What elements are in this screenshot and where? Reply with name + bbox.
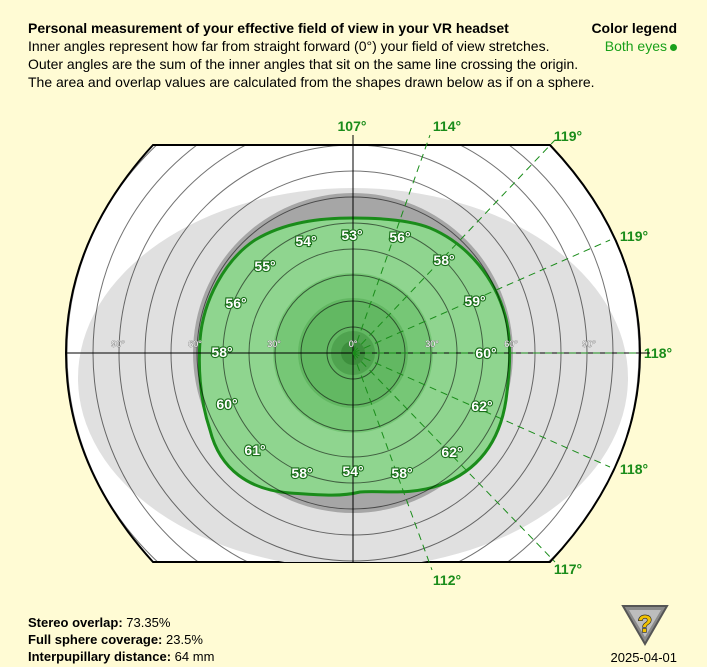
statistics-panel: Stereo overlap: 73.35% Full sphere cover… [28, 614, 214, 665]
outer-angle-label: 118° [620, 461, 648, 477]
ring-label-90-right: 90° [582, 339, 596, 349]
inner-angle-label: 53° [341, 227, 362, 243]
outer-angle-label: 119° [620, 228, 648, 244]
stat-value: 23.5% [166, 632, 203, 647]
ray-118-low [352, 352, 611, 468]
legend-dot-icon [670, 43, 677, 51]
outer-angle-label: 119° [554, 128, 582, 144]
color-legend: Color legend Both eyes [591, 19, 677, 55]
inner-angle-label: 54° [342, 463, 363, 479]
outer-angle-label: 107° [338, 118, 367, 134]
ring-label-60-right: 60° [504, 339, 518, 349]
outer-angle-label: 117° [554, 561, 582, 577]
sphere-coverage-stat: Full sphere coverage: 23.5% [28, 631, 214, 648]
outer-angle-label: 114° [433, 118, 461, 134]
inner-angle-label: 58° [391, 465, 412, 481]
inner-angle-label: 59° [464, 293, 485, 309]
inner-angle-label: 56° [389, 229, 410, 245]
inner-angle-label: 62° [471, 398, 492, 414]
stereo-overlap-stat: Stereo overlap: 73.35% [28, 614, 214, 631]
inner-angle-label: 60° [216, 396, 237, 412]
ray-112 [352, 352, 433, 571]
outer-angle-label: 118° [644, 345, 672, 361]
header: Personal measurement of your effective f… [28, 19, 688, 91]
inner-angle-label: 55° [254, 258, 275, 274]
ipd-stat: Interpupillary distance: 64 mm [28, 648, 214, 665]
inner-angle-label: 58° [291, 465, 312, 481]
stat-label: Full sphere coverage: [28, 632, 163, 647]
inner-angle-label: 60° [475, 345, 496, 361]
page-title: Personal measurement of your effective f… [28, 20, 509, 36]
inner-angle-label: 58° [433, 252, 454, 268]
legend-item-both-eyes: Both eyes [591, 37, 677, 55]
description-line-3: The area and overlap values are calculat… [28, 74, 595, 90]
ray-119-top [352, 139, 556, 354]
svg-text:?: ? [638, 611, 653, 638]
stat-label: Interpupillary distance: [28, 649, 172, 664]
description-line-2: Outer angles are the sum of the inner an… [28, 56, 579, 72]
inner-angle-label: 61° [244, 442, 265, 458]
date-label: 2025-04-01 [610, 650, 678, 665]
ring-label-30-right: 30° [425, 339, 439, 349]
stat-label: Stereo overlap: [28, 615, 123, 630]
outer-rays [352, 134, 640, 571]
outer-angle-label: 112° [433, 572, 461, 588]
ring-label-30-left: 30° [267, 339, 281, 349]
inner-angle-label: 58° [211, 344, 232, 360]
stat-value: 64 mm [174, 649, 215, 664]
legend-item-label: Both eyes [604, 38, 667, 54]
ring-label-90-left: 90° [111, 339, 125, 349]
inner-angle-label: 62° [441, 444, 462, 460]
stat-value: 73.35% [126, 615, 171, 630]
ray-117 [352, 352, 556, 563]
ring-label-0: 0° [349, 339, 358, 349]
legend-title: Color legend [591, 20, 677, 36]
description-line-1: Inner angles represent how far from stra… [28, 38, 550, 54]
ring-label-60-left: 60° [188, 339, 202, 349]
question-mark-shield-icon: ? [621, 605, 669, 646]
inner-angle-label: 56° [225, 295, 246, 311]
ray-119 [352, 239, 611, 354]
ray-114 [352, 134, 431, 354]
inner-angle-label: 54° [295, 233, 316, 249]
